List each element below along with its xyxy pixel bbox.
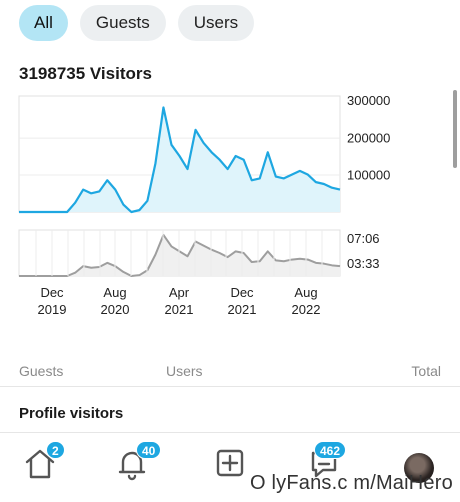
- tab-all[interactable]: All: [19, 5, 68, 41]
- x-tick-month: Dec: [40, 285, 64, 300]
- section-title: Profile visitors: [19, 405, 124, 422]
- table-header: Guests Users Total: [19, 363, 441, 383]
- avatar[interactable]: [404, 453, 434, 483]
- x-tick-year: 2019: [38, 302, 67, 317]
- x-tick-month: Aug: [294, 285, 317, 300]
- nav-add-post[interactable]: [210, 443, 254, 487]
- home-badge: 2: [46, 441, 65, 459]
- x-tick-year: 2021: [228, 302, 257, 317]
- x-tick-year: 2021: [165, 302, 194, 317]
- home-icon: [25, 449, 55, 479]
- filter-tabs: All Guests Users: [19, 5, 255, 41]
- main-y-tick-label: 300000: [347, 93, 390, 108]
- sub-y-tick-label: 03:33: [347, 256, 380, 271]
- x-tick-month: Dec: [230, 285, 254, 300]
- main-y-tick-label: 100000: [347, 168, 390, 183]
- tab-guests[interactable]: Guests: [79, 5, 166, 41]
- main-series-line: [19, 106, 341, 214]
- divider: [0, 386, 460, 387]
- main-y-tick-label: 200000: [347, 130, 390, 145]
- bell-icon: [118, 451, 146, 481]
- x-tick-year: 2020: [101, 302, 130, 317]
- plus-square-icon: [216, 449, 244, 477]
- watermark: O lyFans.c m/MaiHero: [250, 472, 453, 494]
- messages-badge: 462: [314, 441, 347, 459]
- bottom-bar-divider: [0, 432, 460, 433]
- scrollbar[interactable]: [453, 90, 457, 168]
- visitors-chart: 300000 200000 100000 07:06 03:33 Dec 2019 Aug 20…: [18, 93, 390, 317]
- column-guests: Guests: [19, 363, 64, 379]
- main-series-area: [19, 107, 340, 212]
- tab-users[interactable]: Users: [177, 5, 255, 41]
- x-tick-month: Aug: [103, 285, 126, 300]
- nav-messages[interactable]: 462: [304, 441, 348, 487]
- column-total: Total: [411, 363, 441, 379]
- sub-y-tick-label: 07:06: [347, 231, 380, 246]
- visitors-title: 3198735 Visitors: [19, 64, 152, 83]
- x-tick-year: 2022: [292, 302, 321, 317]
- nav-home[interactable]: 2: [20, 441, 65, 487]
- x-tick-month: Apr: [169, 285, 190, 300]
- column-users: Users: [166, 363, 203, 379]
- bottom-navigation: 2 40 462: [0, 433, 460, 502]
- notifications-badge: 40: [136, 441, 162, 459]
- nav-notifications[interactable]: 40: [112, 441, 162, 487]
